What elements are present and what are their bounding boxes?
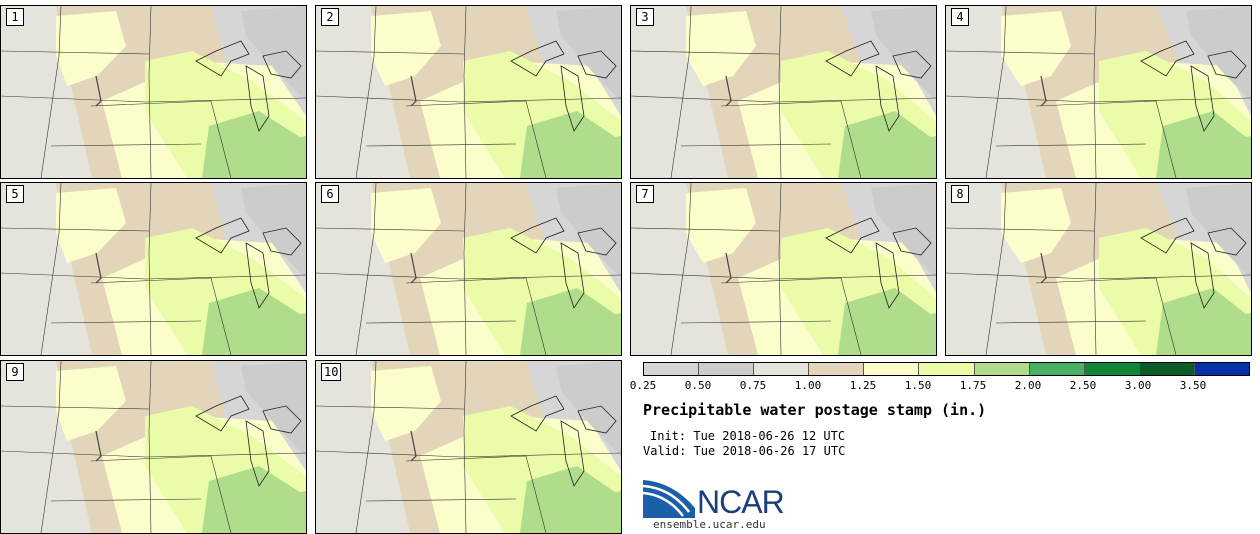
ensemble-member-map-4: 4 [945, 5, 1252, 179]
color-scale-segment [864, 363, 920, 375]
ensemble-member-map-8: 8 [945, 182, 1252, 356]
member-number-label: 1 [6, 8, 24, 26]
color-scale-segment [974, 363, 1030, 375]
color-scale-segment [1084, 363, 1140, 375]
member-number-label: 5 [6, 185, 24, 203]
init-time: Init: Tue 2018-06-26 12 UTC [650, 429, 846, 443]
member-number-label: 2 [321, 8, 339, 26]
member-number-label: 6 [321, 185, 339, 203]
color-scale-segment [1029, 363, 1085, 375]
color-scale-segment [809, 363, 865, 375]
map-field [1, 6, 306, 178]
color-scale-segment [1139, 363, 1195, 375]
color-scale-segment [644, 363, 700, 375]
color-scale-tick-label: 0.25 [629, 379, 657, 392]
map-field [631, 6, 936, 178]
color-scale-segment [1194, 363, 1250, 375]
ensemble-member-map-3: 3 [630, 5, 937, 179]
ensemble-member-map-9: 9 [0, 360, 307, 534]
color-scale-segment [754, 363, 810, 375]
color-scale-tick-label: 2.50 [1069, 379, 1097, 392]
member-number-label: 4 [951, 8, 969, 26]
map-field [1, 361, 306, 533]
member-number-label: 10 [321, 363, 342, 381]
color-scale-segment [699, 363, 755, 375]
ncar-logo-text: NCAR [697, 484, 785, 520]
map-field [946, 6, 1251, 178]
map-field [316, 183, 621, 355]
map-field [631, 183, 936, 355]
color-scale-bar [643, 362, 1250, 376]
color-scale-tick-label: 1.25 [849, 379, 877, 392]
color-scale-tick-label: 3.00 [1124, 379, 1152, 392]
member-number-label: 3 [636, 8, 654, 26]
color-scale-tick-label: 0.75 [739, 379, 767, 392]
map-field [1, 183, 306, 355]
member-number-label: 8 [951, 185, 969, 203]
member-number-label: 9 [6, 363, 24, 381]
ensemble-member-map-7: 7 [630, 182, 937, 356]
color-scale-tick-label: 3.50 [1179, 379, 1207, 392]
color-scale-segment [919, 363, 975, 375]
ncar-url: ensemble.ucar.edu [653, 518, 766, 531]
color-scale-tick-label: 1.50 [904, 379, 932, 392]
ncar-logo-icon [643, 480, 695, 518]
map-title: Precipitable water postage stamp (in.) [643, 401, 987, 419]
color-scale-tick-label: 1.00 [794, 379, 822, 392]
ensemble-member-map-5: 5 [0, 182, 307, 356]
member-number-label: 7 [636, 185, 654, 203]
color-scale-tick-label: 0.50 [684, 379, 712, 392]
map-field [316, 361, 621, 533]
map-field [316, 6, 621, 178]
valid-time: Valid: Tue 2018-06-26 17 UTC [643, 444, 846, 458]
ensemble-member-map-10: 10 [315, 360, 622, 534]
ensemble-member-map-2: 2 [315, 5, 622, 179]
color-scale-tick-label: 2.00 [1014, 379, 1042, 392]
ensemble-member-map-1: 1 [0, 5, 307, 179]
color-scale-tick-label: 1.75 [959, 379, 987, 392]
ensemble-member-map-6: 6 [315, 182, 622, 356]
map-field [946, 183, 1251, 355]
